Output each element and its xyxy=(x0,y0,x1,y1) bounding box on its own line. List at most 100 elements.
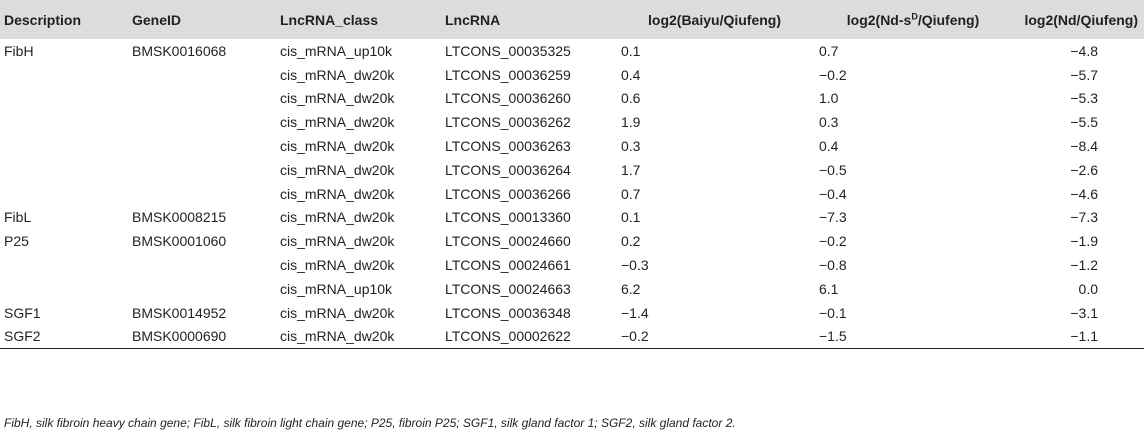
lncrna-class-cell: cis_mRNA_dw20k xyxy=(280,90,395,107)
lncrna-cell: LTCONS_00013360 xyxy=(445,209,571,226)
log2-nds-cell: 0.7 xyxy=(819,42,839,59)
header-log2-baiyu: log2(Baiyu/Qiufeng) xyxy=(648,11,781,28)
table-row: SGF2 BMSK0000690 cis_mRNA_dw20k LTCONS_0000… xyxy=(0,325,1144,349)
log2-nds-cell: −0.4 xyxy=(819,185,847,202)
description-cell xyxy=(0,87,128,111)
lncrna-cell: LTCONS_00002622 xyxy=(445,328,571,345)
table-footnote: FibH, silk fibroin heavy chain gene; Fib… xyxy=(4,416,736,430)
log2-nd-cell: −1.9 xyxy=(1070,233,1098,250)
log2-baiyu-cell: 0.3 xyxy=(621,138,641,155)
geneid-cell xyxy=(128,134,276,158)
lncrna-class-cell: cis_mRNA_up10k xyxy=(280,42,393,59)
log2-baiyu-cell: −0.2 xyxy=(621,328,649,345)
table-row: cis_mRNA_dw20k LTCONS_00036264 1.7 −0.5 −2.6 xyxy=(0,158,1144,182)
description-cell xyxy=(0,158,128,182)
header-lncrna-class: LncRNA_class xyxy=(280,11,379,28)
log2-nds-cell: 0.4 xyxy=(819,138,839,155)
table-row: cis_mRNA_dw20k LTCONS_00036266 0.7 −0.4 −4.6 xyxy=(0,182,1144,206)
log2-nds-cell: −1.5 xyxy=(819,328,847,345)
description-cell: FibH xyxy=(4,42,34,59)
table-row: cis_mRNA_up10k LTCONS_00024663 6.2 6.1 0.0 xyxy=(0,277,1144,301)
log2-nd-cell: −1.1 xyxy=(1070,328,1098,345)
geneid-cell: BMSK0016068 xyxy=(132,42,227,59)
geneid-cell xyxy=(128,110,276,134)
log2-baiyu-cell: 0.1 xyxy=(621,209,641,226)
log2-nds-cell: −7.3 xyxy=(819,209,847,226)
log2-nd-cell: −8.4 xyxy=(1070,138,1098,155)
log2-nds-cell: −0.2 xyxy=(819,233,847,250)
log2-nd-cell: −4.8 xyxy=(1070,42,1098,59)
log2-baiyu-cell: −1.4 xyxy=(621,304,649,321)
header-log2-nds-main: log2(Nd-s xyxy=(846,11,912,28)
lncrna-class-cell: cis_mRNA_dw20k xyxy=(280,328,395,345)
log2-baiyu-cell: −0.3 xyxy=(621,257,649,274)
description-cell: SGF1 xyxy=(4,304,41,321)
geneid-cell xyxy=(128,63,276,87)
geneid-cell xyxy=(128,87,276,111)
header-description: Description xyxy=(4,11,82,28)
log2-nds-cell: −0.2 xyxy=(819,66,847,83)
log2-nd-cell: −5.7 xyxy=(1070,66,1098,83)
geneid-cell xyxy=(128,277,276,301)
geneid-cell: BMSK0001060 xyxy=(132,233,227,250)
description-cell: FibL xyxy=(4,209,32,226)
description-cell xyxy=(0,63,128,87)
table-row: FibL BMSK0008215 cis_mRNA_dw20k LTCONS_0001… xyxy=(0,206,1144,230)
log2-nd-cell: −5.3 xyxy=(1070,90,1098,107)
table-header: Description GeneID LncRNA_class LncRNA l… xyxy=(0,0,1144,39)
table-row: SGF1 BMSK0014952 cis_mRNA_dw20k LTCONS_0003… xyxy=(0,301,1144,325)
log2-baiyu-cell: 6.2 xyxy=(621,280,641,297)
description-cell xyxy=(0,110,128,134)
log2-nds-cell: −0.1 xyxy=(819,304,847,321)
log2-nds-cell: −0.5 xyxy=(819,161,847,178)
lncrna-class-cell: cis_mRNA_dw20k xyxy=(280,138,395,155)
lncrna-cell: LTCONS_00036348 xyxy=(445,304,571,321)
log2-baiyu-cell: 0.4 xyxy=(621,66,641,83)
lncrna-cell: LTCONS_00036259 xyxy=(445,66,571,83)
log2-nds-cell: 6.1 xyxy=(819,280,839,297)
log2-baiyu-cell: 1.7 xyxy=(621,161,641,178)
lncrna-cell: LTCONS_00024663 xyxy=(445,280,571,297)
table-row: cis_mRNA_dw20k LTCONS_00036262 1.9 0.3 −5.5 xyxy=(0,110,1144,134)
lncrna-class-cell: cis_mRNA_dw20k xyxy=(280,233,395,250)
lncrna-class-cell: cis_mRNA_dw20k xyxy=(280,209,395,226)
table-body: FibH BMSK0016068 cis_mRNA_up10k LTCONS_0003… xyxy=(0,39,1144,349)
table-row: P25 BMSK0001060 cis_mRNA_dw20k LTCONS_00024… xyxy=(0,229,1144,253)
header-geneid: GeneID xyxy=(132,11,182,28)
lncrna-table: Description GeneID LncRNA_class LncRNA l… xyxy=(0,0,1144,349)
header-log2-nds-superscript: D xyxy=(911,10,918,21)
log2-nd-cell: −5.5 xyxy=(1070,114,1098,131)
log2-nd-cell: −2.6 xyxy=(1070,161,1098,178)
lncrna-class-cell: cis_mRNA_dw20k xyxy=(280,257,395,274)
geneid-cell: BMSK0008215 xyxy=(132,209,227,226)
table-row: cis_mRNA_dw20k LTCONS_00024661 −0.3 −0.8 −1.… xyxy=(0,253,1144,277)
header-row: Description GeneID LncRNA_class LncRNA l… xyxy=(0,0,1144,39)
log2-nds-cell: 1.0 xyxy=(819,90,839,107)
description-cell xyxy=(0,253,128,277)
lncrna-cell: LTCONS_00036260 xyxy=(445,90,571,107)
description-cell xyxy=(0,182,128,206)
log2-nd-cell: −7.3 xyxy=(1070,209,1098,226)
log2-nds-cell: −0.8 xyxy=(819,257,847,274)
lncrna-cell: LTCONS_00035325 xyxy=(445,42,571,59)
lncrna-class-cell: cis_mRNA_dw20k xyxy=(280,161,395,178)
log2-baiyu-cell: 0.7 xyxy=(621,185,641,202)
lncrna-cell: LTCONS_00036266 xyxy=(445,185,571,202)
log2-baiyu-cell: 0.2 xyxy=(621,233,641,250)
description-cell xyxy=(0,134,128,158)
log2-baiyu-cell: 1.9 xyxy=(621,114,641,131)
lncrna-cell: LTCONS_00024660 xyxy=(445,233,571,250)
log2-nd-cell: −4.6 xyxy=(1070,185,1098,202)
lncrna-cell: LTCONS_00036263 xyxy=(445,138,571,155)
log2-nds-cell: 0.3 xyxy=(819,114,839,131)
table-row: cis_mRNA_dw20k LTCONS_00036263 0.3 0.4 −8.4 xyxy=(0,134,1144,158)
description-cell: SGF2 xyxy=(4,328,41,345)
log2-nd-cell: −1.2 xyxy=(1070,257,1098,274)
lncrna-class-cell: cis_mRNA_dw20k xyxy=(280,185,395,202)
header-lncrna: LncRNA xyxy=(445,11,501,28)
log2-baiyu-cell: 0.6 xyxy=(621,90,641,107)
lncrna-class-cell: cis_mRNA_dw20k xyxy=(280,66,395,83)
log2-baiyu-cell: 0.1 xyxy=(621,42,641,59)
lncrna-class-cell: cis_mRNA_dw20k xyxy=(280,114,395,131)
